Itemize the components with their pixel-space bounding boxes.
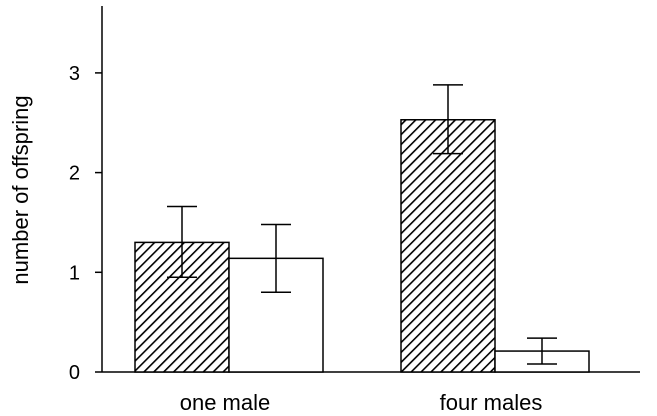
error-bars — [167, 84, 557, 365]
y-tick-label: 2 — [69, 163, 80, 185]
y-tick-label: 0 — [69, 362, 80, 384]
y-ticks: 0 1 2 3 — [69, 63, 102, 384]
bar-series1-four-males — [400, 119, 496, 373]
y-tick-label: 1 — [69, 262, 80, 284]
y-axis-title: number of offspring — [8, 95, 33, 284]
y-tick-label: 3 — [69, 63, 80, 85]
x-labels: one male four males — [180, 390, 543, 415]
x-category-label: one male — [180, 390, 271, 415]
bars — [134, 119, 590, 373]
x-category-label: four males — [440, 390, 543, 415]
